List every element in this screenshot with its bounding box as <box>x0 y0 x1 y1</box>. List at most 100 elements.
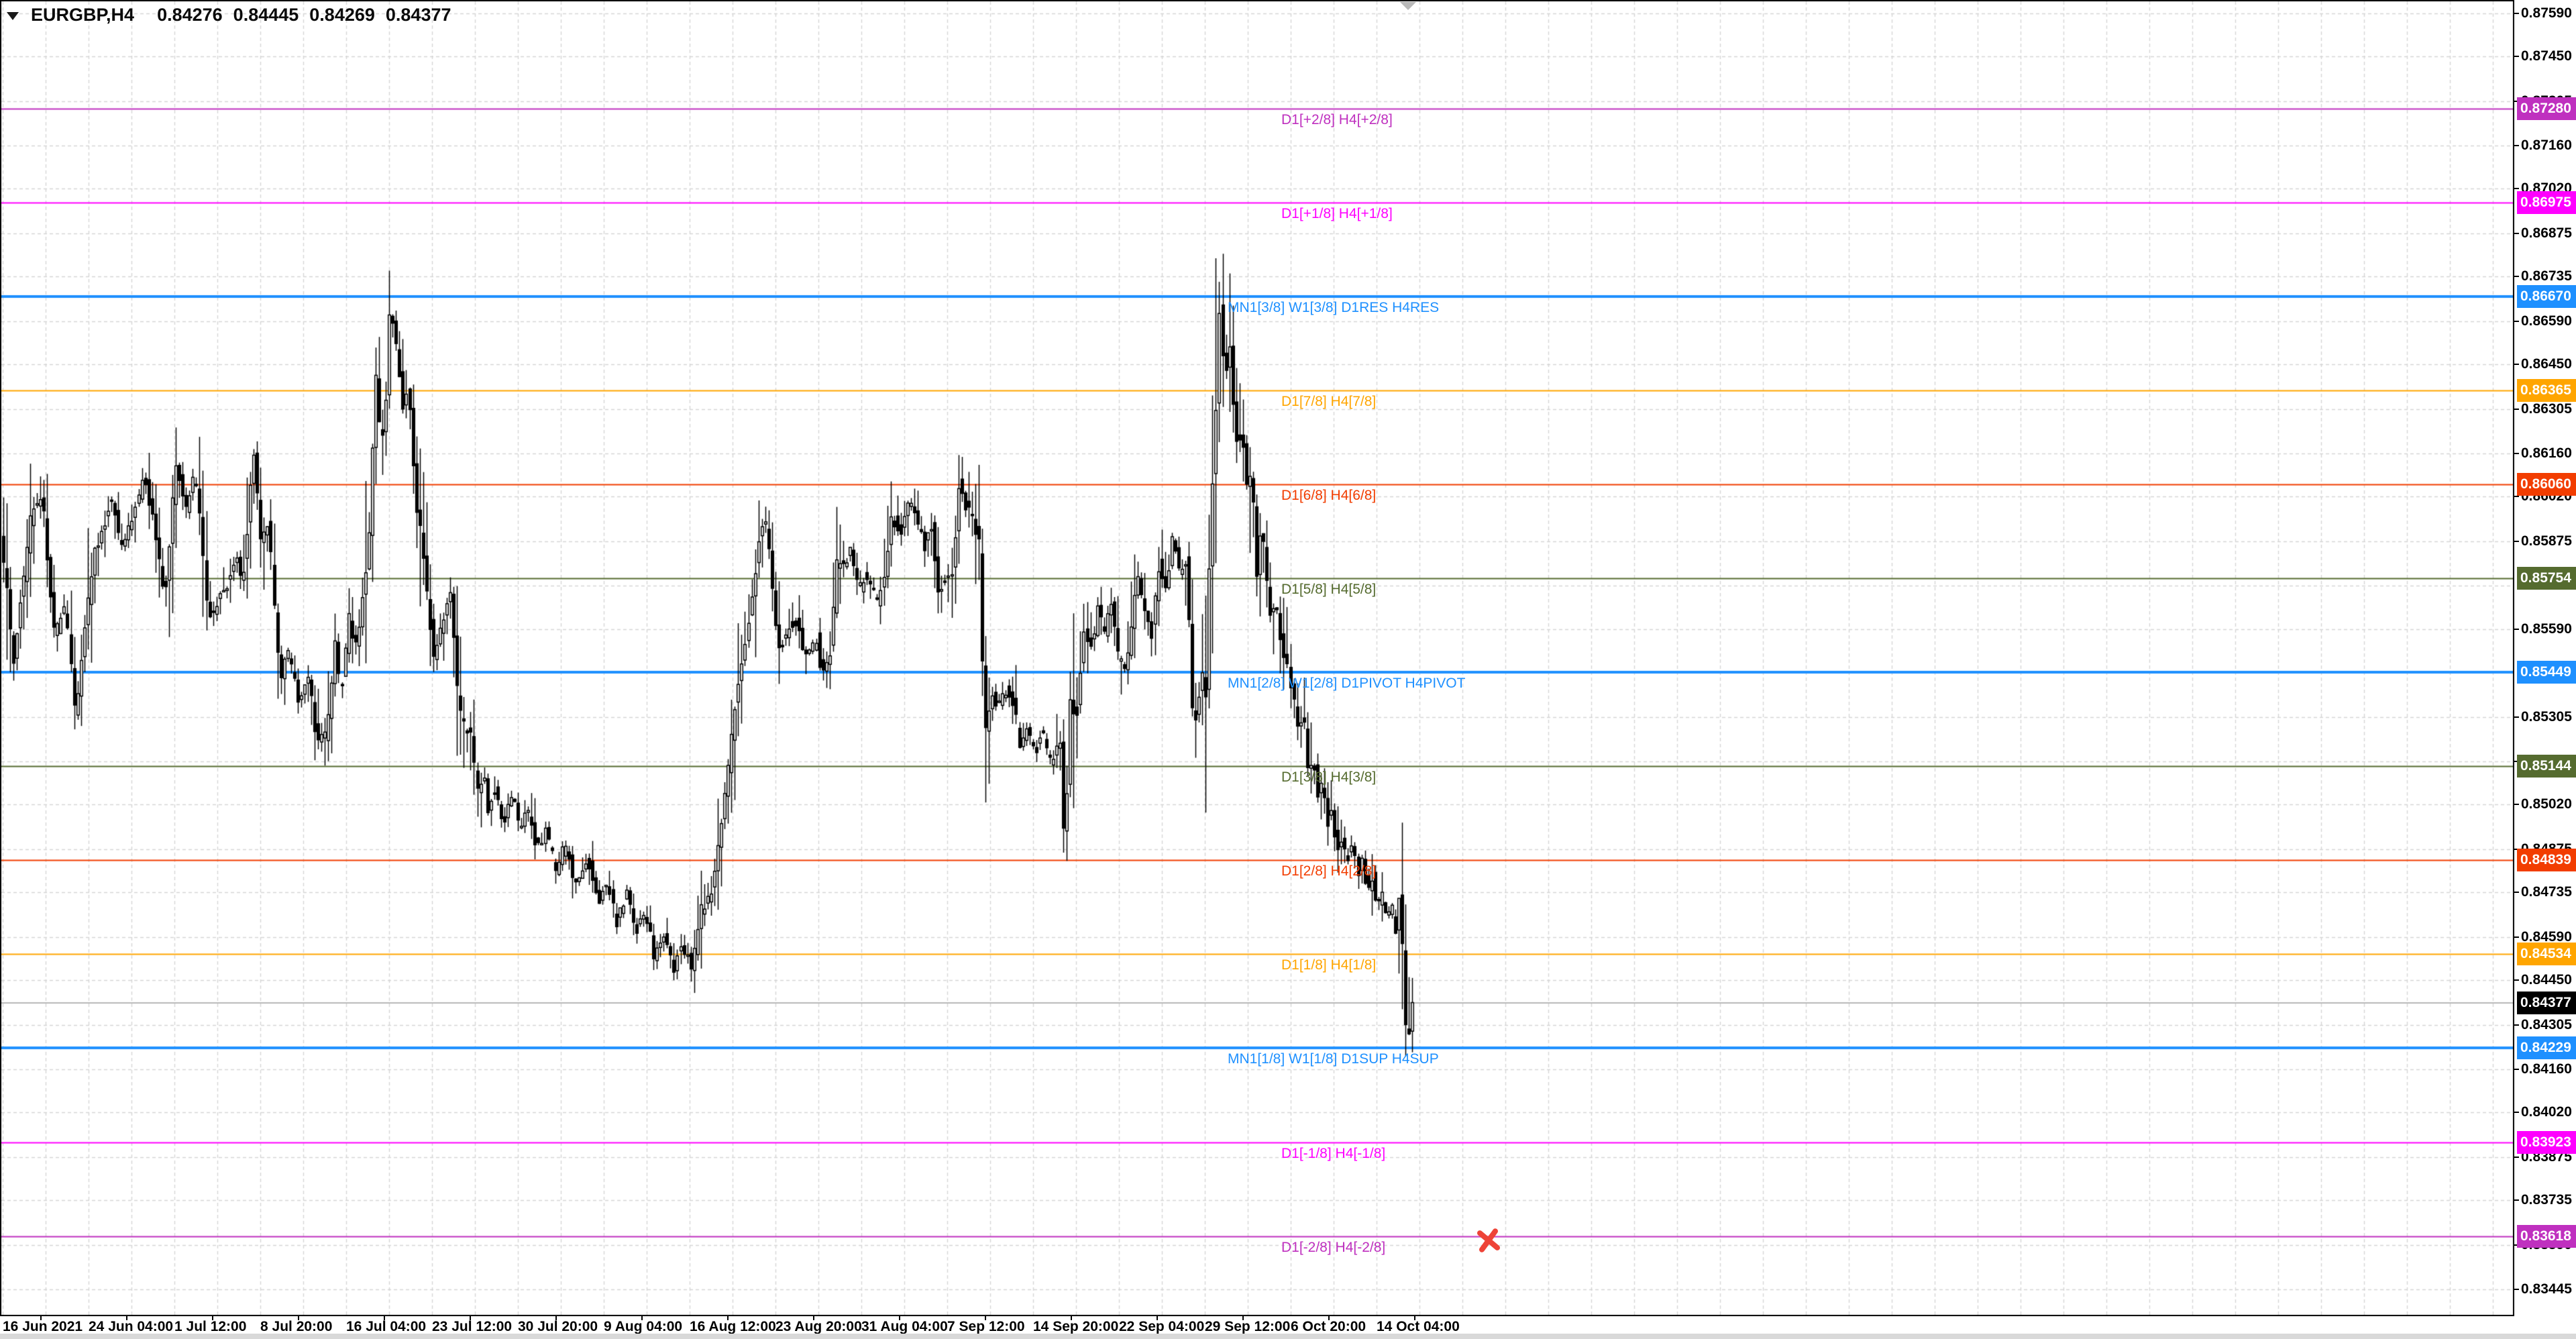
time-axis[interactable]: 16 Jun 2021 24 Jun 04:00 1 Jul 12:00 8 Jul … <box>0 1316 2576 1334</box>
price-tick-mark <box>2514 364 2519 365</box>
price-tick-mark <box>2514 1289 2519 1290</box>
level-price-badge: 0.85449 <box>2517 661 2576 684</box>
chart-dropdown-arrow-icon[interactable] <box>7 12 19 20</box>
time-tick-mark <box>298 1316 299 1320</box>
price-tick-mark <box>2514 233 2519 234</box>
close-x-marker-icon[interactable] <box>1474 1226 1504 1256</box>
time-tick-label: 24 Jun 04:00 <box>89 1319 174 1334</box>
price-tick-label: 0.87160 <box>2521 138 2572 153</box>
price-tick-mark <box>2514 276 2519 277</box>
price-tick-label: 0.86450 <box>2521 356 2572 372</box>
time-tick-label: 16 Jul 04:00 <box>346 1319 427 1334</box>
price-tick-label: 0.85305 <box>2521 709 2572 725</box>
time-tick-label: 7 Sep 12:00 <box>947 1319 1025 1334</box>
level-line-label: D1[1/8] H4[1/8] <box>1281 957 1377 973</box>
autoscroll-arrow-icon <box>1400 2 1416 10</box>
level-line-label: MN1[3/8] W1[3/8] D1RES H4RES <box>1228 300 1440 315</box>
level-line-label: MN1[1/8] W1[1/8] D1SUP H4SUP <box>1228 1051 1439 1067</box>
level-line-label: D1[-2/8] H4[-2/8] <box>1281 1240 1386 1255</box>
price-axis[interactable]: 0.875900.874500.873050.871600.870200.868… <box>2514 0 2576 1316</box>
time-tick-label: 22 Sep 04:00 <box>1119 1319 1205 1334</box>
price-tick-label: 0.86875 <box>2521 225 2572 241</box>
price-tick-label: 0.84735 <box>2521 884 2572 900</box>
current-price-badge: 0.84377 <box>2517 992 2576 1014</box>
time-tick-label: 6 Oct 20:00 <box>1291 1319 1366 1334</box>
price-tick-mark <box>2514 804 2519 805</box>
price-tick-mark <box>2514 629 2519 630</box>
price-tick-mark <box>2514 716 2519 718</box>
level-price-badge: 0.84839 <box>2517 849 2576 871</box>
quote-close: 0.84377 <box>385 5 451 25</box>
horizontal-scrollbar[interactable] <box>0 1334 2576 1339</box>
chart-plot-area[interactable]: D1[+2/8] H4[+2/8] D1[+1/8] H4[+1/8] MN1[3/… <box>0 0 2514 1316</box>
level-price-badge: 0.83618 <box>2517 1225 2576 1248</box>
time-tick-label: 29 Sep 12:00 <box>1205 1319 1291 1334</box>
price-tick-mark <box>2514 1112 2519 1113</box>
price-chart-canvas[interactable] <box>0 0 2514 1316</box>
time-tick-mark <box>126 1316 127 1320</box>
level-line-label: MN1[2/8] W1[2/8] D1PIVOT H4PIVOT <box>1228 676 1466 691</box>
level-line-label: D1[2/8] H4[2/8] <box>1281 863 1377 879</box>
level-price-badge: 0.84229 <box>2517 1036 2576 1059</box>
price-tick-label: 0.85020 <box>2521 796 2572 812</box>
price-tick-label: 0.87590 <box>2521 5 2572 21</box>
time-tick-mark <box>384 1316 385 1320</box>
price-tick-mark <box>2514 936 2519 938</box>
price-tick-mark <box>2514 453 2519 454</box>
time-tick-label: 31 Aug 04:00 <box>861 1319 948 1334</box>
time-tick-label: 16 Jun 2021 <box>3 1319 83 1334</box>
price-tick-mark <box>2514 101 2519 102</box>
level-line-label: D1[5/8] H4[5/8] <box>1281 582 1377 597</box>
price-tick-mark <box>2514 892 2519 893</box>
price-tick-mark <box>2514 496 2519 497</box>
price-tick-label: 0.86160 <box>2521 445 2572 461</box>
level-line-label: D1[7/8] H4[7/8] <box>1281 394 1377 409</box>
price-tick-label: 0.84160 <box>2521 1061 2572 1077</box>
time-tick-mark <box>555 1316 557 1320</box>
price-tick-label: 0.86590 <box>2521 313 2572 329</box>
time-tick-label: 16 Aug 12:00 <box>690 1319 776 1334</box>
time-tick-mark <box>1071 1316 1072 1320</box>
time-tick-mark <box>1157 1316 1158 1320</box>
price-tick-label: 0.84305 <box>2521 1017 2572 1032</box>
time-tick-label: 14 Oct 04:00 <box>1377 1319 1460 1334</box>
chart-header: EURGBP,H4 0.84276 0.84445 0.84269 0.8437… <box>7 5 462 25</box>
level-price-badge: 0.85144 <box>2517 755 2576 778</box>
symbol-timeframe-label: EURGBP,H4 <box>31 5 135 25</box>
price-tick-mark <box>2514 188 2519 189</box>
time-tick-mark <box>1414 1316 1415 1320</box>
time-tick-label: 9 Aug 04:00 <box>604 1319 683 1334</box>
price-tick-mark <box>2514 1244 2519 1246</box>
price-tick-mark <box>2514 1157 2519 1158</box>
time-tick-mark <box>212 1316 213 1320</box>
time-tick-mark <box>1242 1316 1244 1320</box>
price-tick-mark <box>2514 13 2519 14</box>
price-tick-mark <box>2514 1024 2519 1026</box>
level-price-badge: 0.84534 <box>2517 943 2576 965</box>
time-tick-label: 23 Jul 12:00 <box>432 1319 513 1334</box>
price-tick-mark <box>2514 56 2519 57</box>
time-tick-mark <box>813 1316 814 1320</box>
time-tick-mark <box>727 1316 729 1320</box>
level-line-label: D1[+1/8] H4[+1/8] <box>1281 206 1393 221</box>
price-tick-mark <box>2514 1199 2519 1201</box>
level-price-badge: 0.86365 <box>2517 379 2576 402</box>
price-tick-mark <box>2514 409 2519 410</box>
time-tick-mark <box>985 1316 986 1320</box>
level-price-badge: 0.86975 <box>2517 191 2576 214</box>
time-tick-mark <box>641 1316 643 1320</box>
level-price-badge: 0.87280 <box>2517 97 2576 120</box>
price-tick-label: 0.85875 <box>2521 533 2572 549</box>
time-tick-label: 14 Sep 20:00 <box>1033 1319 1119 1334</box>
quote-low: 0.84269 <box>309 5 375 25</box>
price-tick-label: 0.84590 <box>2521 929 2572 945</box>
level-price-badge: 0.86060 <box>2517 473 2576 496</box>
time-tick-label: 8 Jul 20:00 <box>260 1319 333 1334</box>
time-tick-label: 30 Jul 20:00 <box>518 1319 598 1334</box>
price-tick-label: 0.85590 <box>2521 621 2572 637</box>
level-price-badge: 0.85754 <box>2517 567 2576 590</box>
price-tick-label: 0.86735 <box>2521 268 2572 284</box>
time-tick-label: 23 Aug 20:00 <box>775 1319 862 1334</box>
price-tick-mark <box>2514 145 2519 146</box>
